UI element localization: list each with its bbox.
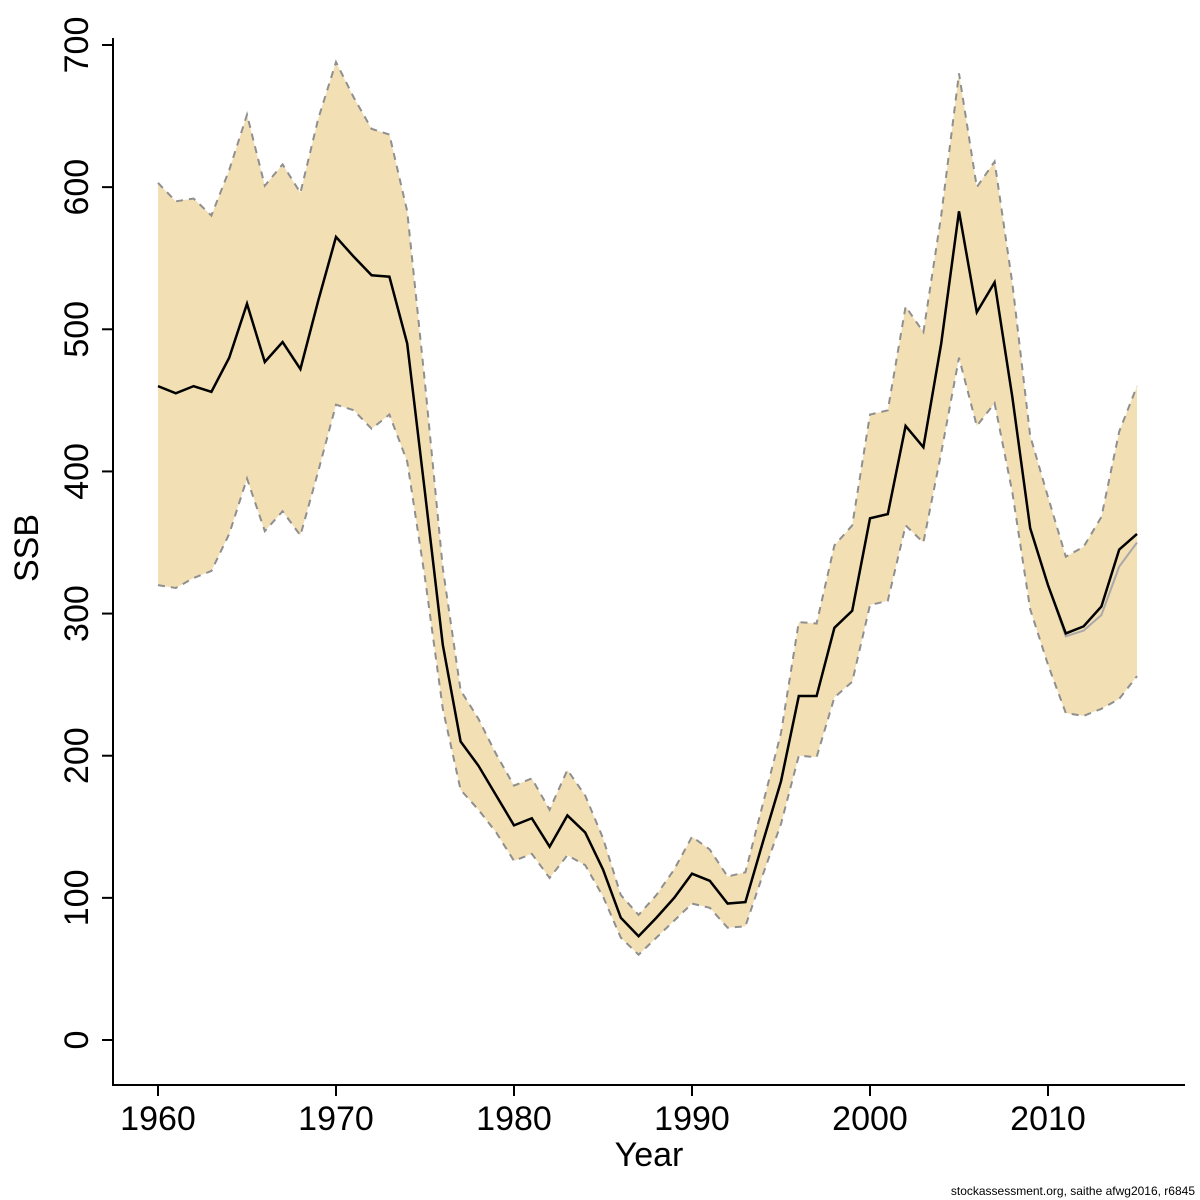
- band-lower-edge: [157, 357, 1138, 957]
- y-tick-label: 500: [58, 301, 96, 358]
- y-tick-label: 700: [58, 17, 96, 74]
- y-tick-label: 0: [58, 1031, 96, 1050]
- y-axis-title: SSB: [8, 514, 46, 582]
- confidence-band: [158, 62, 1137, 955]
- series-line-layer: [157, 211, 1138, 939]
- x-tick-label: 2010: [1010, 1100, 1086, 1138]
- x-tick-label: 1960: [120, 1100, 196, 1138]
- x-tick-label: 2000: [832, 1100, 908, 1138]
- x-axis-title: Year: [615, 1136, 684, 1174]
- ssb-estimate-line: [157, 211, 1138, 939]
- x-tick-label: 1970: [298, 1100, 374, 1138]
- x-tick-label: 1990: [654, 1100, 730, 1138]
- y-tick-label: 100: [58, 869, 96, 926]
- x-tick-label: 1980: [476, 1100, 552, 1138]
- y-tick-label: 600: [58, 159, 96, 216]
- credit-text: stockassessment.org, saithe afwg2016, r6…: [951, 1184, 1195, 1198]
- y-tick-label: 400: [58, 443, 96, 500]
- y-tick-label: 200: [58, 727, 96, 784]
- confidence-band-layer: [157, 59, 1138, 957]
- band-upper-edge: [157, 59, 1138, 917]
- y-tick-label: 300: [58, 585, 96, 642]
- axis-lines: [112, 38, 1185, 1086]
- axes-layer: 1960 1970 1980 1990 2000 2010 0 100 200 300 400 500…: [58, 17, 1185, 1138]
